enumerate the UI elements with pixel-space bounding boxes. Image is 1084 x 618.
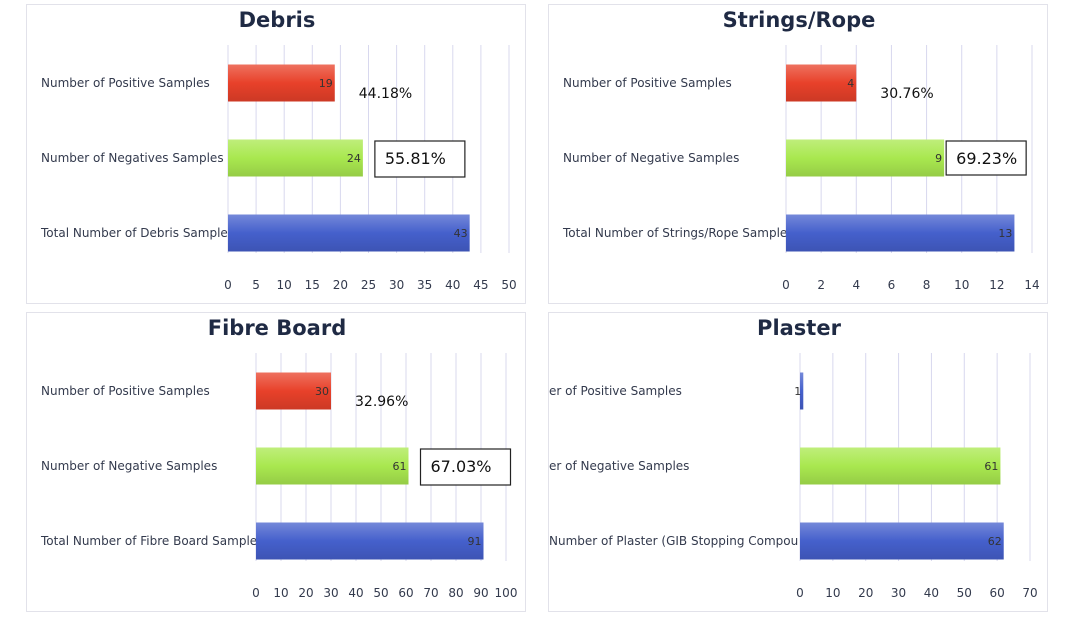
x-tick-label: 4 <box>852 278 860 292</box>
percentage-label: 44.18% <box>359 86 412 102</box>
chart-title: Strings/Rope <box>723 8 876 32</box>
x-tick-label: 40 <box>924 586 939 600</box>
bar-value-label: 9 <box>935 152 942 165</box>
bar <box>256 372 331 410</box>
bar-value-label: 4 <box>847 77 854 90</box>
x-tick-label: 35 <box>417 278 432 292</box>
category-label: Total Number of Strings/Rope Samples <box>562 226 794 240</box>
category-label: er of Positive Samples <box>549 384 682 398</box>
x-tick-label: 70 <box>423 586 438 600</box>
chart-panel-strings-rope: Strings/Rope 0 2 4 6 8 10 12 14 Number of Positiv… <box>548 4 1048 304</box>
bar-value-label: 24 <box>347 152 361 165</box>
x-tick-label: 0 <box>782 278 790 292</box>
bar <box>786 139 945 177</box>
bar-value-label: 1 <box>794 385 801 398</box>
bar <box>800 447 1001 485</box>
percentage-callout-box <box>945 140 1027 176</box>
bar-value-label: 43 <box>454 227 468 240</box>
x-tick-label: 20 <box>858 586 873 600</box>
x-tick-label: 50 <box>501 278 516 292</box>
percentage-label: 32.96% <box>355 394 408 410</box>
category-label: Number of Plaster (GIB Stopping Compound… <box>549 534 818 548</box>
bar <box>228 214 470 252</box>
x-tick-label: 30 <box>891 586 906 600</box>
chart-panel-plaster: Plaster 0 10 20 30 40 50 60 70 er of Positive Sam… <box>548 312 1048 612</box>
x-tick-label: 0 <box>796 586 804 600</box>
bar <box>256 447 409 485</box>
x-tick-label: 30 <box>323 586 338 600</box>
x-tick-label: 8 <box>923 278 931 292</box>
x-tick-label: 5 <box>252 278 260 292</box>
x-tick-label: 50 <box>373 586 388 600</box>
x-tick-label: 14 <box>1024 278 1039 292</box>
chart-panel-debris: Debris 0 5 10 15 20 25 30 35 40 45 50 Number of Posi… <box>26 4 526 304</box>
percentage-label: 69.23% <box>956 149 1017 168</box>
chart-panel-fibre-board: Fibre Board 0 10 20 30 40 50 60 70 80 90 100 Number … <box>26 312 526 612</box>
category-label: Number of Positive Samples <box>41 384 210 398</box>
x-tick-label: 70 <box>1022 586 1037 600</box>
x-tick-label: 30 <box>389 278 404 292</box>
chart-title: Fibre Board <box>208 316 346 340</box>
x-tick-label: 0 <box>252 586 260 600</box>
x-tick-label: 20 <box>333 278 348 292</box>
bar <box>786 214 1015 252</box>
percentage-label: 30.76% <box>880 86 933 102</box>
bar <box>800 372 804 410</box>
x-tick-label: 60 <box>398 586 413 600</box>
category-label: Number of Negatives Samples <box>41 151 224 165</box>
x-tick-label: 12 <box>989 278 1004 292</box>
x-tick-label: 25 <box>361 278 376 292</box>
bar-value-label: 61 <box>984 460 998 473</box>
x-tick-label: 15 <box>305 278 320 292</box>
x-tick-label: 2 <box>817 278 825 292</box>
x-tick-label: 90 <box>473 586 488 600</box>
category-label: er of Negative Samples <box>549 459 689 473</box>
x-tick-label: 0 <box>224 278 232 292</box>
x-tick-label: 40 <box>348 586 363 600</box>
x-tick-label: 80 <box>448 586 463 600</box>
x-tick-label: 10 <box>277 278 292 292</box>
x-tick-label: 50 <box>957 586 972 600</box>
x-tick-label: 6 <box>888 278 896 292</box>
x-tick-label: 10 <box>954 278 969 292</box>
x-tick-label: 10 <box>273 586 288 600</box>
bar <box>786 64 857 102</box>
x-tick-label: 10 <box>825 586 840 600</box>
x-tick-label: 60 <box>990 586 1005 600</box>
bar <box>228 139 363 177</box>
chart-svg: Debris 0 5 10 15 20 25 30 35 40 45 50 Number of Posi… <box>40 8 517 292</box>
category-label: Total Number of Debris Samples <box>40 226 234 240</box>
category-label: Number of Negative Samples <box>563 151 739 165</box>
category-label: Total Number of Fibre Board Samples <box>40 534 263 548</box>
chart-svg: Fibre Board 0 10 20 30 40 50 60 70 80 90 100 Number … <box>40 316 518 600</box>
x-tick-label: 100 <box>495 586 518 600</box>
x-tick-label: 20 <box>298 586 313 600</box>
x-tick-label: 40 <box>445 278 460 292</box>
x-tick-label: 45 <box>473 278 488 292</box>
bar <box>228 64 335 102</box>
bar <box>256 522 484 560</box>
percentage-label: 55.81% <box>385 149 446 168</box>
category-label: Number of Positive Samples <box>41 76 210 90</box>
chart-title: Plaster <box>757 316 842 340</box>
percentage-callout-box <box>374 140 466 178</box>
bar-value-label: 19 <box>319 77 333 90</box>
bar-value-label: 61 <box>393 460 407 473</box>
chart-svg: Strings/Rope 0 2 4 6 8 10 12 14 Number of Positiv… <box>562 8 1040 292</box>
percentage-label: 67.03% <box>431 457 492 476</box>
percentage-callout-box <box>419 448 512 486</box>
bar-value-label: 13 <box>998 227 1012 240</box>
category-label: Number of Negative Samples <box>41 459 217 473</box>
bar-value-label: 91 <box>468 535 482 548</box>
category-label: Number of Positive Samples <box>563 76 732 90</box>
chart-title: Debris <box>239 8 316 32</box>
bar-value-label: 30 <box>315 385 329 398</box>
chart-svg: Plaster 0 10 20 30 40 50 60 70 er of Positive Sam… <box>549 316 1038 600</box>
bar-value-label: 62 <box>988 535 1002 548</box>
bar <box>800 522 1004 560</box>
